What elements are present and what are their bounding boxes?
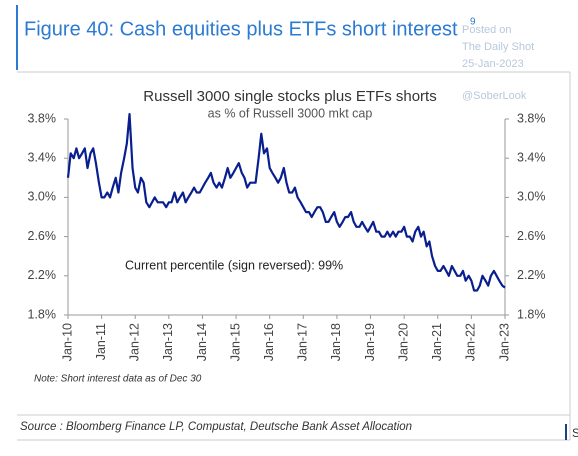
watermark: The Daily Shot	[462, 41, 534, 53]
y-tick-label: 1.8%	[28, 307, 57, 321]
x-tick-label: Jan-21	[430, 323, 444, 361]
figure-title: Figure 40: Cash equities plus ETFs short…	[24, 18, 458, 40]
x-tick-label: Jan-14	[195, 323, 209, 361]
watermark: 25-Jan-2023	[462, 58, 524, 70]
x-tick-label: Jan-20	[396, 323, 410, 361]
watermark: Posted on	[462, 24, 512, 36]
y2-tick-label: 2.6%	[517, 229, 546, 243]
x-tick-label: Jan-10	[60, 323, 74, 361]
annotation: Current percentile (sign reversed): 99%	[125, 258, 343, 272]
x-tick-label: Jan-13	[161, 323, 175, 361]
y2-tick-label: 2.2%	[517, 268, 546, 282]
y-tick-label: 3.4%	[28, 150, 57, 164]
x-tick-label: Jan-16	[262, 323, 276, 361]
x-tick-label: Jan-18	[329, 323, 343, 361]
y-tick-label: 3.0%	[28, 190, 57, 204]
x-tick-label: Jan-11	[94, 323, 108, 360]
y2-tick-label: 1.8%	[517, 307, 546, 321]
y2-tick-label: 3.8%	[517, 111, 546, 125]
x-tick-label: Jan-17	[296, 323, 310, 361]
x-tick-label: Jan-22	[464, 323, 478, 361]
x-tick-label: Jan-19	[363, 323, 377, 361]
cut-text: S	[572, 426, 578, 440]
x-tick-label: Jan-23	[497, 323, 511, 361]
chart-subtitle: as % of Russell 3000 mkt cap	[208, 106, 373, 120]
y2-tick-label: 3.4%	[517, 150, 546, 164]
x-tick-label: Jan-12	[128, 323, 142, 361]
y-tick-label: 2.2%	[28, 268, 57, 282]
y-tick-label: 3.8%	[28, 111, 57, 125]
source: Source : Bloomberg Finance LP, Compustat…	[20, 421, 412, 433]
y-tick-label: 2.6%	[28, 229, 57, 243]
note: Note: Short interest data as of Dec 30	[34, 374, 202, 385]
data-line	[66, 113, 506, 292]
x-tick-label: Jan-15	[228, 323, 242, 361]
chart-title: Russell 3000 single stocks plus ETFs sho…	[143, 88, 436, 105]
watermark: @SoberLook	[462, 90, 527, 102]
superscript: 9	[470, 17, 476, 28]
y2-tick-label: 3.0%	[517, 190, 546, 204]
